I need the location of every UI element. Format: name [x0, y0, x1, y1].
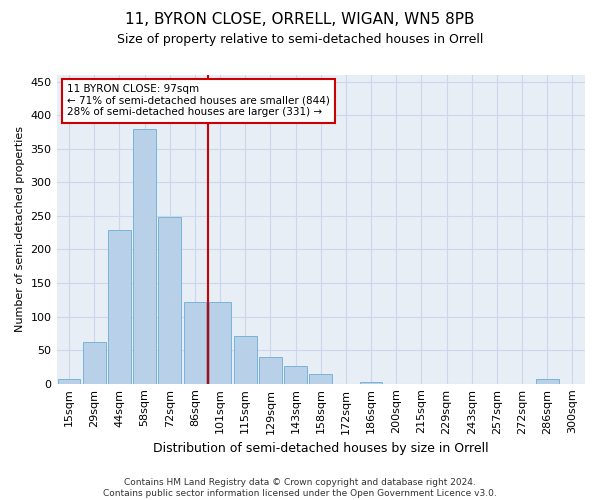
- Bar: [209, 302, 232, 384]
- Y-axis label: Number of semi-detached properties: Number of semi-detached properties: [15, 126, 25, 332]
- Bar: [259, 357, 282, 384]
- Bar: [58, 379, 80, 384]
- Text: 11 BYRON CLOSE: 97sqm
← 71% of semi-detached houses are smaller (844)
28% of sem: 11 BYRON CLOSE: 97sqm ← 71% of semi-deta…: [67, 84, 330, 117]
- Bar: [360, 382, 382, 384]
- Bar: [310, 374, 332, 384]
- Bar: [284, 366, 307, 384]
- Text: Size of property relative to semi-detached houses in Orrell: Size of property relative to semi-detach…: [117, 32, 483, 46]
- Bar: [108, 230, 131, 384]
- Text: Contains HM Land Registry data © Crown copyright and database right 2024.
Contai: Contains HM Land Registry data © Crown c…: [103, 478, 497, 498]
- Bar: [184, 302, 206, 384]
- Bar: [83, 342, 106, 384]
- Bar: [133, 128, 156, 384]
- Bar: [536, 379, 559, 384]
- X-axis label: Distribution of semi-detached houses by size in Orrell: Distribution of semi-detached houses by …: [153, 442, 488, 455]
- Bar: [158, 218, 181, 384]
- Bar: [234, 336, 257, 384]
- Text: 11, BYRON CLOSE, ORRELL, WIGAN, WN5 8PB: 11, BYRON CLOSE, ORRELL, WIGAN, WN5 8PB: [125, 12, 475, 28]
